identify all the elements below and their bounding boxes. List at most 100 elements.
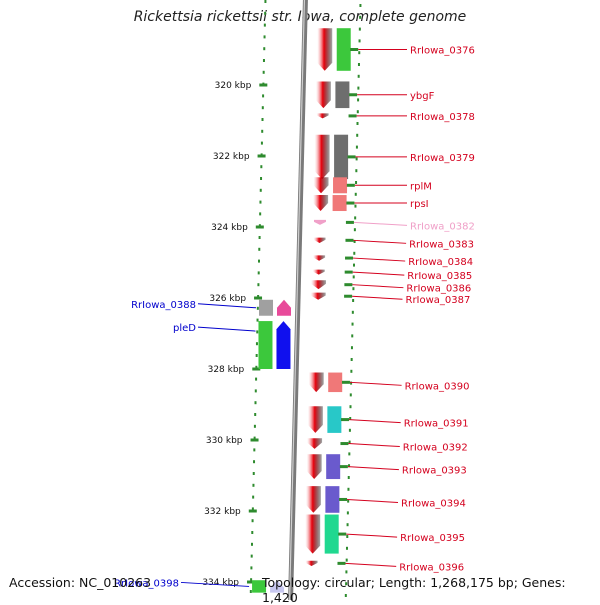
ruler-tick bbox=[254, 296, 263, 300]
gene-arrow[interactable] bbox=[315, 81, 331, 109]
gene-arrow[interactable] bbox=[313, 219, 326, 225]
gene-label[interactable]: RrIowa_0398 bbox=[114, 578, 179, 589]
gene-arrow[interactable] bbox=[306, 454, 322, 480]
backbone-highlight bbox=[288, 0, 306, 600]
gene-tick bbox=[345, 220, 354, 224]
ruler-dot bbox=[251, 531, 254, 534]
gene-arrow[interactable] bbox=[313, 255, 326, 261]
ruler-dot bbox=[255, 354, 258, 357]
ruler-dot bbox=[257, 283, 260, 287]
gene-label[interactable]: rpsI bbox=[410, 199, 429, 210]
guide-dot bbox=[353, 228, 356, 232]
guide-dot bbox=[355, 169, 358, 173]
guide-dot bbox=[348, 464, 351, 468]
gene-arrow[interactable] bbox=[308, 372, 324, 393]
ruler: 320 kbp 322 kbp 324 kbp 326 kbp 328 kbp 330 k… bbox=[202, 0, 362, 597]
gene-arrow[interactable] bbox=[313, 237, 326, 243]
gene-tick bbox=[337, 561, 346, 565]
gene-tick bbox=[346, 201, 355, 205]
gene-tick bbox=[341, 380, 350, 384]
ruler-dot bbox=[260, 165, 263, 169]
gene-label[interactable]: RrIowa_0376 bbox=[410, 46, 475, 57]
ruler-dot bbox=[261, 129, 264, 133]
gene-arrow[interactable] bbox=[313, 177, 329, 194]
guide-dot bbox=[357, 63, 360, 66]
gene-label[interactable]: RrIowa_0382 bbox=[410, 221, 475, 232]
cog-block bbox=[336, 28, 351, 71]
ruler-tick-label: 330 kbp bbox=[206, 436, 243, 446]
label-leader bbox=[352, 284, 404, 289]
gene-label[interactable]: RrIowa_0385 bbox=[407, 271, 472, 282]
gene-arrow[interactable] bbox=[314, 134, 330, 180]
ruler-dot bbox=[250, 566, 253, 570]
cog-block bbox=[324, 514, 339, 554]
guide-dot bbox=[347, 499, 350, 503]
gene-arrow[interactable] bbox=[312, 269, 325, 275]
gene-arrow[interactable] bbox=[313, 195, 329, 212]
gene-label[interactable]: RrIowa_0390 bbox=[405, 381, 470, 392]
ruler-tick bbox=[255, 225, 264, 229]
gene-arrow[interactable] bbox=[317, 28, 333, 71]
label-leader bbox=[346, 533, 398, 538]
gene-arrow[interactable] bbox=[277, 299, 292, 316]
gene-arrow[interactable] bbox=[305, 560, 318, 567]
gene-arrow[interactable] bbox=[276, 321, 291, 369]
gene-label[interactable]: RrIowa_0394 bbox=[401, 498, 466, 509]
guide-dot bbox=[347, 487, 350, 491]
ruler-dot bbox=[257, 271, 260, 275]
ruler-dot bbox=[264, 11, 267, 15]
guide-dot bbox=[349, 417, 352, 420]
ruler-dot bbox=[256, 330, 259, 334]
gene-label[interactable]: RrIowa_0384 bbox=[408, 257, 473, 268]
guide-dot bbox=[349, 393, 352, 397]
ruler-tick-label: 334 kbp bbox=[202, 578, 239, 588]
gene-tick bbox=[339, 465, 348, 469]
ruler-dot bbox=[253, 436, 256, 440]
gene-arrow[interactable] bbox=[307, 438, 323, 449]
ruler-dot bbox=[255, 365, 258, 369]
gene-label[interactable]: RrIowa_0393 bbox=[402, 466, 467, 477]
gene-label[interactable]: RrIowa_0386 bbox=[406, 284, 471, 295]
cog-block bbox=[328, 372, 343, 393]
gene-arrow[interactable] bbox=[305, 486, 321, 513]
gene-label[interactable]: RrIowa_0379 bbox=[410, 153, 475, 164]
gene-label[interactable]: RrIowa_0396 bbox=[399, 562, 464, 573]
gene-arrow[interactable] bbox=[316, 113, 329, 119]
label-leader bbox=[353, 239, 407, 244]
gene-label[interactable]: ybgF bbox=[410, 91, 435, 102]
ruler-dot bbox=[253, 460, 256, 464]
gene-arrow[interactable] bbox=[305, 514, 321, 554]
guide-dot bbox=[355, 157, 358, 161]
ruler-dot bbox=[255, 377, 258, 381]
ruler-dot bbox=[258, 236, 261, 239]
gene-label[interactable]: RrIowa_0388 bbox=[131, 300, 196, 311]
gene-label[interactable]: RrIowa_0391 bbox=[404, 419, 469, 430]
gene-tick bbox=[344, 270, 353, 274]
guide-dot bbox=[356, 110, 359, 114]
gene-tick bbox=[345, 238, 354, 242]
gene-label[interactable]: rplM bbox=[410, 181, 432, 192]
ruler-dot bbox=[253, 424, 256, 428]
gene-arrow[interactable] bbox=[307, 406, 323, 433]
gene-arrow[interactable] bbox=[310, 292, 326, 300]
guide-dot bbox=[351, 322, 354, 326]
guide-dot bbox=[354, 192, 357, 196]
gene-arrow[interactable] bbox=[310, 280, 326, 290]
ruler-dot bbox=[260, 141, 263, 145]
ruler-dot bbox=[262, 70, 265, 74]
guide-dot bbox=[348, 440, 351, 444]
cog-block bbox=[252, 580, 267, 593]
gene-label[interactable]: RrIowa_0392 bbox=[403, 443, 468, 454]
guide-dot bbox=[357, 86, 360, 90]
gene-label[interactable]: RrIowa_0383 bbox=[409, 239, 474, 250]
guide-dot bbox=[354, 204, 357, 208]
gene-label[interactable]: RrIowa_0395 bbox=[400, 533, 465, 544]
backbone-line bbox=[288, 0, 308, 600]
ruler-dot bbox=[254, 413, 257, 416]
gene-label[interactable]: RrIowa_0387 bbox=[406, 295, 471, 306]
cog-block bbox=[326, 454, 341, 480]
gene-label[interactable]: pleD bbox=[173, 323, 196, 334]
label-leader bbox=[347, 498, 399, 503]
gene-label[interactable]: RrIowa_0378 bbox=[410, 112, 475, 123]
gene-arrow[interactable] bbox=[270, 580, 285, 593]
